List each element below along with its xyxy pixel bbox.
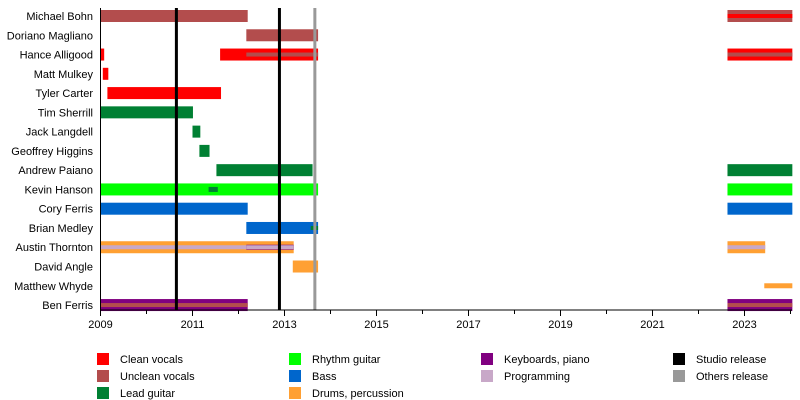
role-inner-bar [246,245,294,250]
role-bar [292,260,319,273]
role-inner-bar [727,14,793,18]
x-tick-label: 2021 [640,319,664,331]
legend-label: Keyboards, piano [504,354,590,366]
role-bar [727,183,793,196]
legend-label: Programming [504,371,570,383]
legend-label: Drums, percussion [312,388,404,400]
role-inner-bar [100,303,248,308]
role-bar [100,10,248,22]
legend-label: Lead guitar [120,388,175,400]
legend-swatch [289,353,301,365]
legend-swatch [481,370,493,382]
x-tick-label: 2017 [456,319,480,331]
legend-label: Unclean vocals [120,371,195,383]
member-label: Matthew Whyde [14,281,93,293]
legend-swatch [97,370,109,382]
member-label: Austin Thornton [16,242,93,254]
member-label: Andrew Paiano [18,165,93,177]
role-inner-bar [246,52,319,57]
role-bar [102,67,109,80]
member-label: David Angle [34,262,93,274]
member-label: Michael Bohn [26,11,93,23]
role-bar [192,125,201,138]
legend-label: Studio release [696,354,766,366]
x-tick-label: 2011 [181,319,205,331]
role-bar [764,283,793,289]
legend-swatch [97,387,109,399]
legend-swatch [673,370,685,382]
role-bar [208,186,218,192]
role-bar [246,29,319,42]
role-bar [100,106,193,119]
member-label: Doriano Magliano [7,30,93,42]
role-bar [727,164,793,177]
legend-swatch [481,353,493,365]
role-bar [727,202,793,215]
member-label: Matt Mulkey [34,69,94,81]
x-tick-label: 2015 [364,319,388,331]
legend-swatch [673,353,685,365]
member-label: Jack Langdell [26,127,93,139]
role-inner-bar [727,52,793,57]
role-inner-bar [100,245,294,250]
role-bar [246,221,319,234]
role-bar [100,202,248,215]
role-bar [107,87,222,100]
legend-label: Clean vocals [120,354,183,366]
member-label: Hance Alligood [20,50,93,62]
member-label: Kevin Hanson [25,184,94,196]
role-bar [199,144,210,157]
legend-swatch [289,387,301,399]
member-label: Brian Medley [29,223,94,235]
role-inner-bar [727,303,793,308]
member-label: Geoffrey Higgins [11,146,93,158]
role-bar [100,48,105,61]
legend-label: Others release [696,371,768,383]
member-label: Cory Ferris [39,204,94,216]
x-tick-label: 2023 [732,319,756,331]
x-tick-label: 2019 [548,319,572,331]
legend-label: Rhythm guitar [312,354,381,366]
legend-swatch [289,370,301,382]
legend-label: Bass [312,371,337,383]
x-tick-label: 2009 [88,319,112,331]
x-tick-label: 2013 [272,319,296,331]
role-inner-bar [727,245,766,250]
role-bar [216,164,313,177]
legend-swatch [97,353,109,365]
member-label: Tim Sherrill [38,107,93,119]
member-label: Ben Ferris [42,300,93,312]
member-label: Tyler Carter [36,88,94,100]
